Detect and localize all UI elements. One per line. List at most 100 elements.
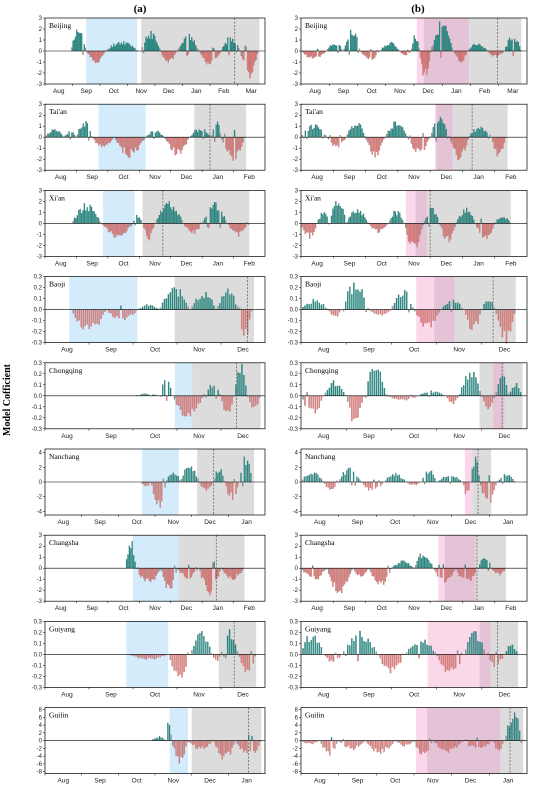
data-bar	[468, 211, 471, 224]
data-bar	[489, 223, 491, 235]
data-bar	[310, 473, 312, 483]
data-bar	[235, 223, 237, 233]
data-bar	[511, 388, 514, 396]
data-bar	[446, 654, 449, 670]
data-bar	[87, 50, 89, 54]
data-bar	[195, 298, 197, 310]
data-bar	[483, 558, 485, 569]
data-bar	[419, 740, 421, 754]
x-tick-label: Dec	[204, 519, 216, 526]
data-bar	[430, 309, 432, 328]
data-bar	[328, 654, 331, 662]
data-bar	[372, 50, 375, 59]
city-label: Guilin	[49, 711, 68, 720]
y-tick-label: 3	[295, 533, 299, 539]
data-bar	[227, 37, 229, 52]
y-tick-label: 0.3	[290, 361, 299, 367]
data-bar	[320, 50, 322, 55]
data-bar	[237, 306, 239, 310]
data-bar	[208, 134, 210, 138]
data-bar	[388, 568, 391, 573]
y-tick-label: 0.2	[290, 286, 299, 292]
data-bar	[185, 654, 187, 667]
y-tick-label: -0.3	[32, 427, 43, 433]
data-bar	[193, 303, 195, 310]
data-bar	[458, 479, 460, 483]
data-bar	[212, 562, 214, 569]
data-bar	[352, 128, 354, 138]
data-bar	[207, 50, 209, 62]
data-bar	[512, 478, 514, 483]
data-bar	[246, 460, 249, 483]
data-bar	[185, 137, 188, 145]
data-bar	[208, 740, 210, 745]
data-bar	[245, 385, 247, 396]
data-bar	[85, 121, 87, 138]
data-bar	[98, 50, 100, 62]
data-bar	[195, 740, 197, 749]
data-bar	[147, 223, 149, 239]
data-bar	[436, 309, 438, 316]
x-tick-label: Oct	[409, 691, 419, 698]
data-bar	[383, 740, 385, 753]
data-bar	[163, 298, 166, 310]
data-bar	[463, 50, 465, 61]
data-bar	[89, 130, 91, 138]
data-bar	[153, 223, 155, 228]
data-bar	[68, 131, 70, 138]
data-bar	[338, 568, 340, 592]
y-tick-label: 0.2	[34, 286, 43, 292]
data-bar	[151, 39, 153, 52]
data-bar	[122, 137, 124, 153]
data-bar	[182, 740, 184, 758]
data-bar	[485, 481, 487, 498]
data-bar	[481, 740, 483, 748]
data-bar	[343, 568, 346, 585]
data-bar	[406, 563, 408, 569]
data-bar	[483, 740, 485, 747]
data-bar	[320, 395, 323, 401]
data-bar	[415, 223, 417, 244]
data-bar	[326, 654, 329, 658]
data-bar	[171, 50, 173, 58]
data-bar	[499, 218, 501, 224]
data-bar	[456, 650, 459, 655]
x-tick-label: Sep	[105, 691, 117, 698]
y-tick-label: -2	[37, 588, 43, 594]
data-bar	[399, 563, 401, 569]
data-bar	[309, 126, 311, 138]
data-bar	[156, 43, 158, 52]
data-bar	[189, 568, 191, 579]
data-bar	[242, 481, 244, 487]
data-bar	[373, 479, 375, 483]
x-tick-label: Aug	[55, 174, 67, 181]
data-bar	[352, 211, 354, 224]
data-bar	[162, 384, 164, 396]
data-bar	[235, 137, 237, 160]
y-tick-label: -3	[37, 599, 43, 605]
y-tick-label: -3	[293, 599, 299, 605]
data-bar	[199, 130, 202, 138]
data-bar	[513, 38, 516, 52]
data-bar	[233, 568, 235, 580]
data-bar	[434, 391, 436, 396]
data-bar	[322, 568, 324, 572]
data-bar	[160, 210, 162, 224]
data-bar	[391, 128, 394, 138]
data-bar	[374, 137, 376, 158]
data-bar	[100, 50, 103, 57]
data-bar	[519, 46, 521, 52]
city-label: Baoji	[305, 280, 321, 289]
data-bar	[142, 50, 145, 54]
y-tick-label: 3	[39, 533, 43, 539]
data-bar	[422, 477, 424, 483]
x-tick-label: Dec	[499, 347, 511, 354]
data-bar	[436, 568, 439, 577]
data-bar	[438, 392, 441, 396]
data-bar	[440, 654, 443, 665]
data-bar	[335, 45, 338, 52]
data-bar	[333, 137, 336, 145]
y-tick-label: 0.2	[290, 630, 299, 636]
